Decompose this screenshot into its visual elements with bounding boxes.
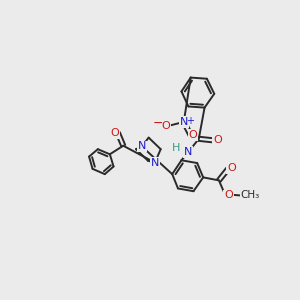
Text: O: O [189,130,197,140]
Text: N: N [184,147,193,157]
Text: N: N [180,117,188,127]
Text: O: O [224,190,233,200]
Text: O: O [227,163,236,173]
Text: O: O [110,128,119,138]
Text: −: − [153,117,164,130]
Text: H: H [172,143,181,153]
Text: N: N [151,158,159,168]
Text: +: + [186,116,194,126]
Text: O: O [161,121,170,131]
Text: CH₃: CH₃ [241,190,260,200]
Text: N: N [138,141,146,152]
Text: O: O [213,135,222,146]
